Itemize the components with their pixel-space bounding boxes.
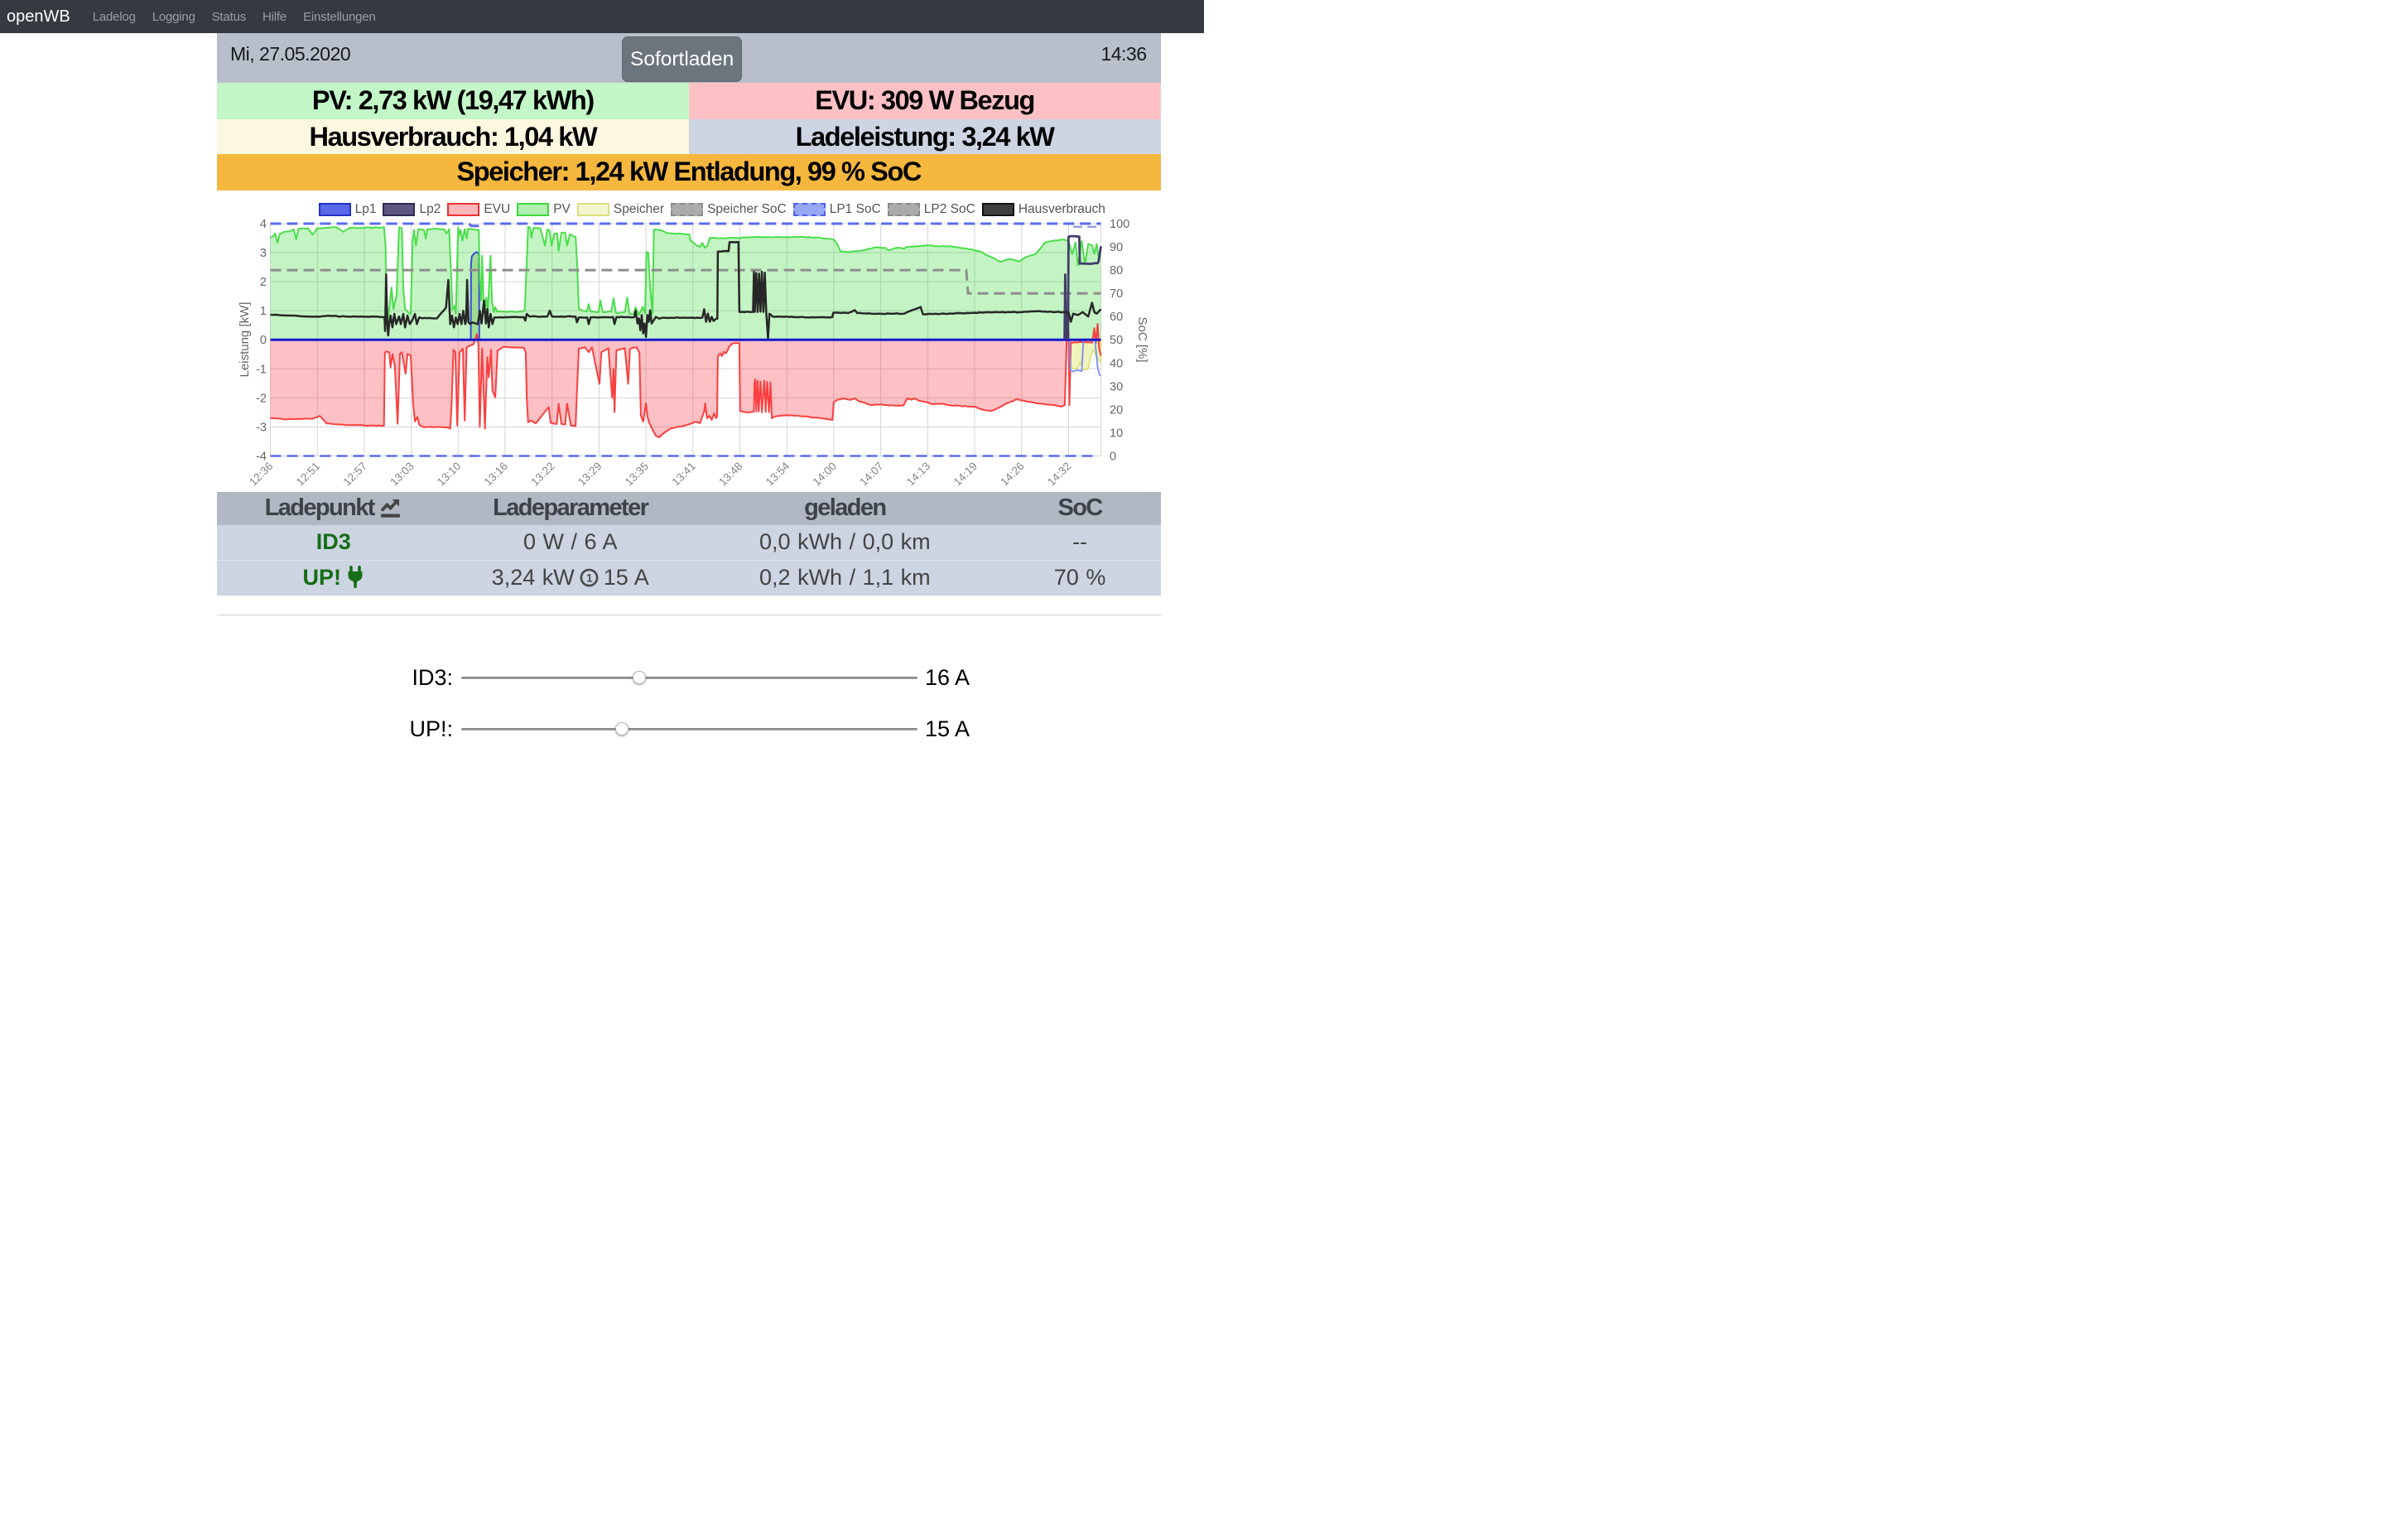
svg-text:13:29: 13:29 — [576, 460, 604, 489]
svg-text:Leistung [kW]: Leistung [kW] — [238, 302, 252, 378]
svg-text:SoC [%]: SoC [%] — [1135, 316, 1149, 362]
svg-text:3: 3 — [260, 247, 267, 260]
svg-text:10: 10 — [1110, 427, 1123, 440]
svg-text:4: 4 — [260, 218, 267, 231]
svg-text:14:26: 14:26 — [998, 460, 1027, 489]
svg-text:14:07: 14:07 — [857, 460, 886, 489]
svg-text:14:00: 14:00 — [811, 460, 840, 489]
svg-text:90: 90 — [1110, 241, 1123, 254]
svg-text:20: 20 — [1110, 403, 1123, 417]
svg-text:13:10: 13:10 — [435, 460, 464, 489]
svg-text:100: 100 — [1110, 218, 1129, 231]
svg-text:14:32: 14:32 — [1045, 460, 1074, 489]
svg-text:-2: -2 — [256, 392, 267, 405]
svg-text:13:35: 13:35 — [623, 460, 652, 489]
svg-text:13:03: 13:03 — [388, 460, 417, 489]
svg-text:12:51: 12:51 — [294, 460, 323, 489]
svg-text:2: 2 — [260, 276, 267, 289]
svg-text:-3: -3 — [256, 421, 267, 434]
svg-text:13:48: 13:48 — [716, 460, 745, 489]
svg-text:13:41: 13:41 — [669, 460, 698, 489]
svg-text:70: 70 — [1110, 287, 1123, 301]
svg-text:30: 30 — [1110, 380, 1123, 393]
svg-text:0: 0 — [260, 334, 267, 347]
svg-text:50: 50 — [1110, 334, 1123, 347]
svg-text:12:36: 12:36 — [247, 460, 276, 489]
svg-text:-1: -1 — [256, 363, 267, 376]
svg-text:14:19: 14:19 — [951, 460, 980, 489]
svg-text:80: 80 — [1110, 264, 1123, 277]
svg-text:13:54: 13:54 — [763, 460, 792, 489]
svg-text:13:22: 13:22 — [528, 460, 557, 489]
svg-text:12:57: 12:57 — [341, 460, 370, 489]
svg-text:13:16: 13:16 — [482, 460, 511, 489]
svg-text:-4: -4 — [256, 450, 267, 463]
svg-text:1: 1 — [260, 305, 267, 318]
svg-text:60: 60 — [1110, 311, 1123, 324]
svg-text:40: 40 — [1110, 357, 1123, 370]
svg-text:0: 0 — [1110, 450, 1116, 463]
svg-text:1: 1 — [586, 572, 593, 585]
svg-text:14:13: 14:13 — [904, 460, 933, 489]
